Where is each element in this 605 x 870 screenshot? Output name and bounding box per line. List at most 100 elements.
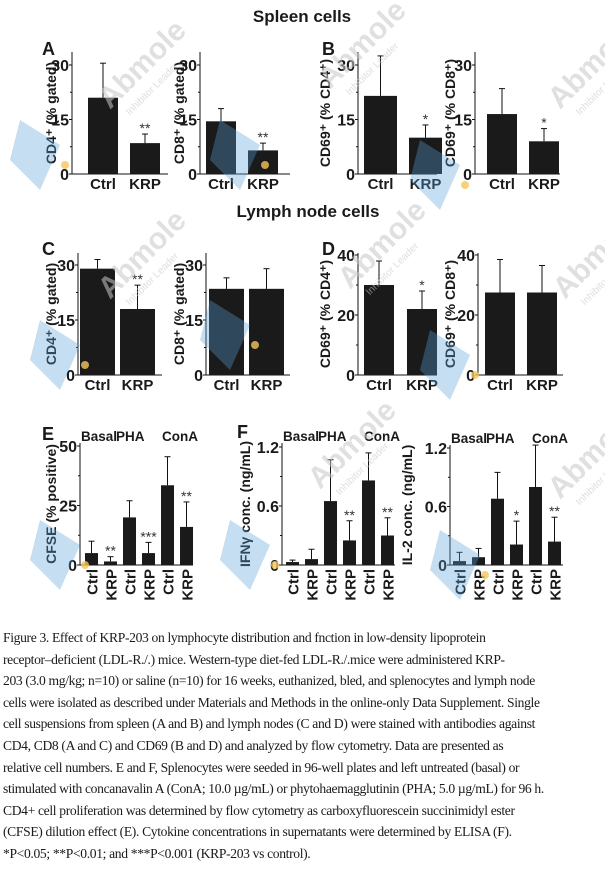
x-tick-label: KRP: [526, 377, 558, 394]
watermark-shape: [420, 330, 470, 400]
bar: [206, 121, 236, 174]
chart-panel-c1: C CD4⁺ (% gated) 0 15 30 Ctrl ** KRP: [42, 239, 162, 394]
watermark-dot: [471, 371, 479, 379]
bar: [491, 498, 504, 565]
bar: [88, 97, 118, 174]
bar: [305, 559, 318, 565]
y-tick-label: 0: [194, 368, 203, 385]
x-tick-label: Ctrl: [487, 377, 513, 394]
x-tick-label: KRP: [180, 569, 197, 601]
section-title-lymph: Lymph node cells: [237, 202, 380, 221]
watermark-shape: [200, 300, 250, 370]
y-tick-label: 0.6: [425, 500, 447, 517]
x-tick-label: Ctrl: [368, 176, 394, 193]
y-tick-label: 20: [457, 308, 475, 325]
bar: [120, 309, 155, 375]
x-tick-label: KRP: [305, 569, 322, 601]
y-tick-label: 15: [51, 113, 69, 130]
bar: [343, 540, 356, 565]
watermark-shape: [30, 520, 80, 590]
panel-label: B: [322, 39, 335, 59]
bar: [485, 292, 515, 375]
chart-panel-b2: CD69⁺ (% CD8⁺) 0 15 30 Ctrl * KRP: [442, 52, 560, 193]
bar: [104, 561, 117, 565]
y-axis-label: CD69⁺ (% CD8⁺): [442, 260, 458, 368]
bar: [409, 137, 442, 174]
y-tick-label: 30: [51, 58, 69, 75]
y-axis-label: CFSE (% positive): [43, 444, 59, 564]
bar: [286, 562, 299, 565]
x-tick-label: KRP: [343, 569, 360, 601]
y-tick-label: 15: [185, 313, 203, 330]
x-tick-label: Ctrl: [85, 569, 102, 595]
x-tick-label: Ctrl: [366, 377, 392, 394]
caption-line: Figure 3. Effect of KRP-203 on lymphocyt…: [3, 630, 486, 645]
bar: [381, 535, 394, 565]
x-tick-label: KRP: [142, 569, 159, 601]
caption-line: CD4+ cell proliferation was determined b…: [3, 802, 515, 818]
x-tick-label: KRP: [129, 176, 161, 193]
group-label: PHA: [486, 431, 515, 446]
x-tick-label: KRP: [410, 176, 442, 193]
y-tick-label: 15: [57, 313, 75, 330]
watermark-dot: [271, 561, 279, 569]
x-tick-label: Ctrl: [362, 569, 379, 595]
bar: [249, 288, 284, 375]
y-tick-label: 0: [346, 368, 355, 385]
y-axis-label: CD8⁺ (% gated): [171, 62, 187, 164]
caption-line: cell suspensions from spleen (A and B) a…: [3, 716, 536, 732]
watermark-shape: [220, 520, 270, 590]
caption-line: (CFSE) dilution effect (E). Cytokine con…: [3, 824, 512, 840]
bar: [142, 553, 155, 565]
panel-label: C: [42, 239, 55, 259]
significance-marker: *: [423, 111, 429, 127]
y-tick-label: 0.6: [257, 499, 279, 516]
bar: [548, 541, 561, 565]
y-tick-label: 50: [59, 439, 77, 456]
group-label: PHA: [116, 429, 145, 444]
significance-marker: **: [549, 503, 560, 519]
y-tick-label: 30: [179, 58, 197, 75]
watermark-dot: [461, 181, 469, 189]
x-tick-label: KRP: [251, 377, 283, 394]
watermark-dot: [261, 161, 269, 169]
figure-3: Spleen cells Lymph node cells A CD4⁺ (% g…: [10, 0, 605, 601]
y-tick-label: 40: [337, 248, 355, 265]
y-tick-label: 30: [454, 58, 472, 75]
y-tick-label: 40: [457, 248, 475, 265]
x-tick-label: Ctrl: [90, 176, 116, 193]
watermark-shape: [430, 530, 480, 600]
watermark-dot: [251, 341, 259, 349]
y-axis-label: CD69⁺ (% CD4⁺): [317, 59, 333, 167]
x-tick-label: Ctrl: [529, 569, 546, 595]
panel-label: E: [42, 424, 54, 444]
caption-line: 203 (3.0 mg/kg; n=10) or saline (n=10) f…: [3, 673, 535, 689]
caption-line: relative cell numbers. E and F, Splenocy…: [3, 759, 520, 775]
y-tick-label: 1.2: [257, 440, 279, 457]
bar: [527, 292, 557, 375]
y-tick-label: 0: [60, 167, 69, 184]
y-tick-label: 1.2: [425, 441, 447, 458]
y-tick-label: 15: [179, 113, 197, 130]
significance-marker: *: [419, 277, 425, 293]
figure-caption: Figure 3. Effect of KRP-203 on lymphocyt…: [3, 627, 603, 865]
x-tick-label: Ctrl: [453, 569, 470, 595]
bar: [529, 487, 542, 565]
y-tick-label: 0: [188, 167, 197, 184]
y-tick-label: 25: [59, 499, 77, 516]
x-tick-label: Ctrl: [286, 569, 303, 595]
bar: [510, 544, 523, 565]
chart-panel-a1: A CD4⁺ (% gated)0 15 30 Ctrl ** KRP: [42, 39, 168, 193]
significance-marker: *: [541, 115, 547, 131]
y-axis-label: CD4⁺ (% gated): [43, 62, 59, 164]
x-tick-label: KRP: [406, 377, 438, 394]
panel-label: A: [42, 39, 55, 59]
y-tick-label: 0: [66, 368, 75, 385]
group-label: ConA: [532, 431, 568, 446]
x-tick-label: KRP: [104, 569, 121, 601]
